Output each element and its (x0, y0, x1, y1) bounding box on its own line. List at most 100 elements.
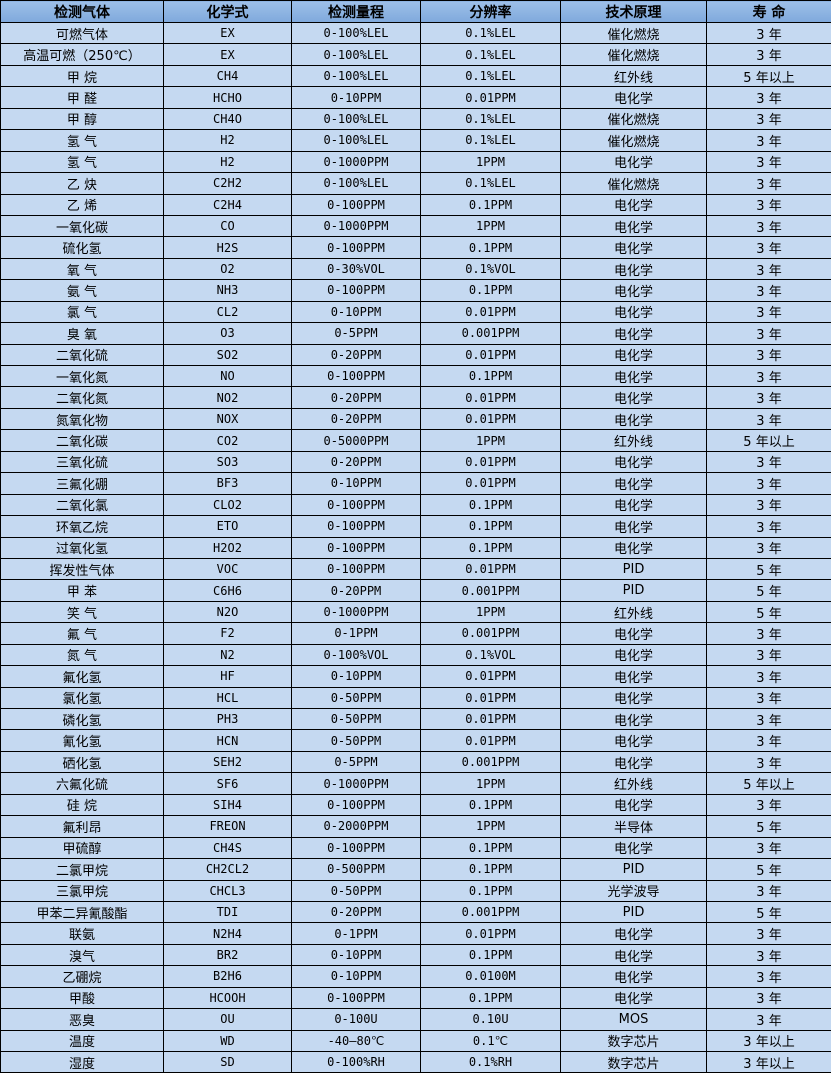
cell-formula: O2 (163, 257, 292, 281)
table-row: 乙 烯 C2H4 0-100PPM 0.1PPM 电化学 3 年 (0, 193, 831, 216)
cell-range: 0-100PPM (291, 793, 421, 817)
cell-formula: HCN (163, 729, 292, 752)
cell-formula: O3 (163, 322, 292, 345)
cell-gas: 一氧化氮 (0, 364, 164, 388)
cell-gas: 挥发性气体 (0, 557, 164, 581)
cell-lifespan: 3 年 (706, 364, 831, 388)
cell-range: -40—80℃ (291, 1029, 421, 1053)
cell-resolution: 0.1%LEL (420, 129, 561, 152)
cell-gas: 甲硫醇 (0, 836, 164, 860)
cell-range: 0-100PPM (291, 493, 421, 517)
cell-gas: 环氧乙烷 (0, 515, 164, 538)
cell-formula: HF (163, 665, 292, 688)
cell-range: 0-10PPM (291, 943, 421, 967)
table-row: 甲 烷 CH4 0-100%LEL 0.1%LEL 红外线 5 年以上 (0, 64, 831, 88)
cell-resolution: 0.1%LEL (420, 21, 561, 45)
cell-gas: 三氧化硫 (0, 450, 164, 474)
cell-lifespan: 3 年 (706, 129, 831, 152)
cell-resolution: 1PPM (420, 815, 561, 838)
table-row: 氧 气 O2 0-30%VOL 0.1%VOL 电化学 3 年 (0, 257, 831, 281)
cell-lifespan: 3 年 (706, 450, 831, 474)
cell-range: 0-100%LEL (291, 43, 421, 66)
cell-range: 0-1000PPM (291, 214, 421, 238)
cell-resolution: 0.1PPM (420, 364, 561, 388)
cell-gas: 二氯甲烷 (0, 858, 164, 881)
cell-principle: 数字芯片 (560, 1050, 707, 1074)
table-row: 二氧化碳 CO2 0-5000PPM 1PPM 红外线 5 年以上 (0, 429, 831, 452)
table-row: 六氟化硫 SF6 0-1000PPM 1PPM 红外线 5 年以上 (0, 772, 831, 795)
cell-gas: 乙硼烷 (0, 965, 164, 988)
cell-gas: 三氟化硼 (0, 472, 164, 495)
cell-lifespan: 3 年 (706, 493, 831, 517)
cell-principle: 电化学 (560, 279, 707, 302)
cell-range: 0-100%LEL (291, 107, 421, 131)
cell-resolution: 0.01PPM (420, 450, 561, 474)
cell-resolution: 0.01PPM (420, 922, 561, 945)
cell-resolution: 0.1PPM (420, 793, 561, 817)
cell-principle: 电化学 (560, 450, 707, 474)
cell-range: 0-20PPM (291, 343, 421, 367)
cell-formula: EX (163, 21, 292, 45)
cell-gas: 甲苯二异氰酸酯 (0, 900, 164, 924)
cell-resolution: 0.1PPM (420, 986, 561, 1010)
cell-lifespan: 3 年 (706, 515, 831, 538)
cell-principle: 电化学 (560, 965, 707, 988)
table-row: 一氧化氮 NO 0-100PPM 0.1PPM 电化学 3 年 (0, 364, 831, 388)
table-row: 二氧化硫 SO2 0-20PPM 0.01PPM 电化学 3 年 (0, 343, 831, 367)
cell-lifespan: 3 年 (706, 86, 831, 109)
cell-range: 0-100PPM (291, 986, 421, 1010)
cell-range: 0-1000PPM (291, 600, 421, 624)
table-row: 溴气 BR2 0-10PPM 0.1PPM 电化学 3 年 (0, 943, 831, 967)
cell-resolution: 0.10U (420, 1008, 561, 1031)
cell-lifespan: 3 年 (706, 836, 831, 860)
cell-principle: 电化学 (560, 300, 707, 324)
cell-range: 0-50PPM (291, 879, 421, 902)
column-header-principle: 技术原理 (560, 0, 707, 23)
cell-resolution: 0.01PPM (420, 557, 561, 581)
cell-formula: C6H6 (163, 579, 292, 602)
cell-lifespan: 3 年 (706, 643, 831, 667)
cell-formula: SO3 (163, 450, 292, 474)
cell-principle: 电化学 (560, 364, 707, 388)
table-row: 氰化氢 HCN 0-50PPM 0.01PPM 电化学 3 年 (0, 729, 831, 752)
cell-gas: 温度 (0, 1029, 164, 1053)
cell-gas: 笑 气 (0, 600, 164, 624)
cell-principle: 电化学 (560, 214, 707, 238)
cell-resolution: 0.1℃ (420, 1029, 561, 1053)
cell-gas: 甲酸 (0, 986, 164, 1010)
cell-formula: ETO (163, 515, 292, 538)
cell-formula: FREON (163, 815, 292, 838)
cell-resolution: 0.01PPM (420, 407, 561, 431)
cell-formula: CLO2 (163, 493, 292, 517)
cell-gas: 乙 烯 (0, 193, 164, 216)
cell-gas: 可燃气体 (0, 21, 164, 45)
cell-gas: 二氧化硫 (0, 343, 164, 367)
cell-resolution: 0.0100M (420, 965, 561, 988)
cell-range: 0-100PPM (291, 836, 421, 860)
cell-lifespan: 3 年 (706, 665, 831, 688)
cell-principle: 催化燃烧 (560, 21, 707, 45)
cell-principle: 电化学 (560, 86, 707, 109)
cell-resolution: 0.1%LEL (420, 43, 561, 66)
cell-formula: H2S (163, 236, 292, 259)
cell-principle: 红外线 (560, 64, 707, 88)
cell-principle: 电化学 (560, 922, 707, 945)
cell-formula: NOX (163, 407, 292, 431)
table-row: 硫化氢 H2S 0-100PPM 0.1PPM 电化学 3 年 (0, 236, 831, 259)
cell-range: 0-5000PPM (291, 429, 421, 452)
cell-resolution: 1PPM (420, 429, 561, 452)
table-row: 硅 烷 SIH4 0-100PPM 0.1PPM 电化学 3 年 (0, 793, 831, 817)
table-row: 氯化氢 HCL 0-50PPM 0.01PPM 电化学 3 年 (0, 686, 831, 710)
cell-formula: SEH2 (163, 750, 292, 774)
table-row: 乙硼烷 B2H6 0-10PPM 0.0100M 电化学 3 年 (0, 965, 831, 988)
cell-lifespan: 3 年 (706, 686, 831, 710)
cell-range: 0-50PPM (291, 707, 421, 731)
cell-principle: 红外线 (560, 600, 707, 624)
table-row: 氟 气 F2 0-1PPM 0.001PPM 电化学 3 年 (0, 622, 831, 645)
cell-formula: H2 (163, 150, 292, 174)
cell-range: 0-100%LEL (291, 64, 421, 88)
cell-range: 0-100PPM (291, 536, 421, 559)
cell-principle: 电化学 (560, 986, 707, 1010)
cell-gas: 二氧化碳 (0, 429, 164, 452)
cell-range: 0-5PPM (291, 750, 421, 774)
